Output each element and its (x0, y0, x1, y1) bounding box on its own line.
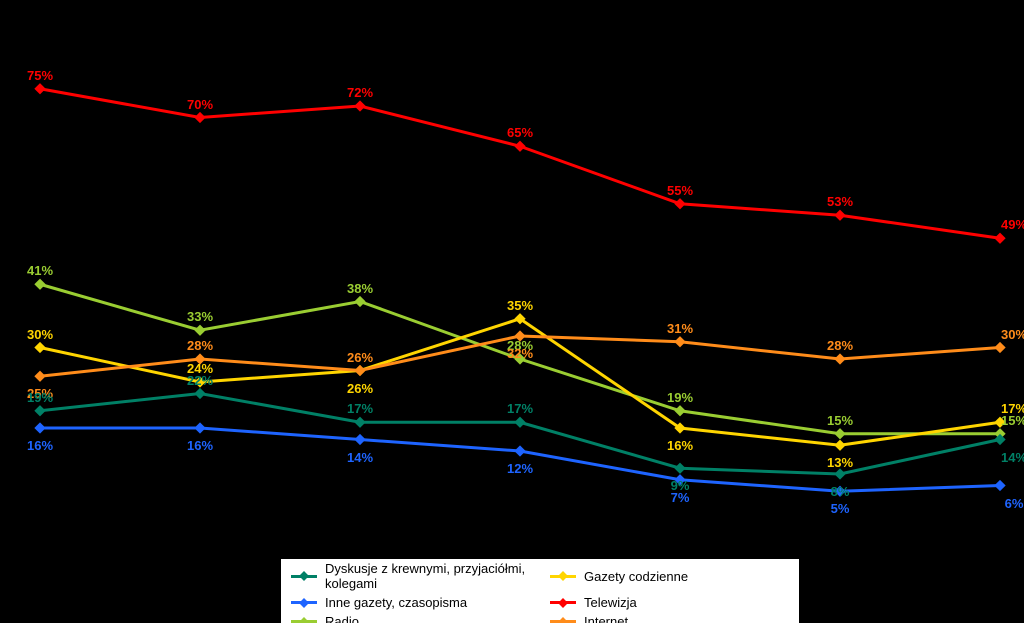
marker (34, 342, 45, 353)
legend-item-telewizja: Telewizja (540, 593, 799, 612)
marker (834, 468, 845, 479)
marker (354, 365, 365, 376)
marker (514, 141, 525, 152)
marker (514, 330, 525, 341)
marker (514, 445, 525, 456)
series-telewizja (40, 89, 1000, 239)
marker (34, 83, 45, 94)
legend-item-radio: Radio (281, 612, 540, 623)
marker (994, 417, 1005, 428)
legend-swatch (550, 601, 576, 604)
marker (994, 233, 1005, 244)
series-inne_gazety (40, 428, 1000, 491)
marker (34, 422, 45, 433)
legend-item-gazety_codzienne: Gazety codzienne (540, 559, 799, 593)
legend-label: Inne gazety, czasopisma (325, 595, 467, 610)
legend-label: Radio (325, 614, 359, 623)
marker (514, 353, 525, 364)
legend-swatch (291, 601, 317, 604)
legend: Dyskusje z krewnymi, przyjaciółmi, koleg… (280, 558, 800, 623)
marker (674, 474, 685, 485)
marker (674, 336, 685, 347)
marker (834, 440, 845, 451)
legend-label: Internet (584, 614, 628, 623)
marker (194, 353, 205, 364)
marker (994, 434, 1005, 445)
line-chart: 75%70%72%65%55%53%49%41%33%38%28%19%15%1… (0, 0, 1024, 623)
marker (194, 325, 205, 336)
marker (834, 353, 845, 364)
legend-label: Dyskusje z krewnymi, przyjaciółmi, koleg… (325, 561, 530, 591)
marker (194, 422, 205, 433)
marker (354, 417, 365, 428)
marker (354, 296, 365, 307)
legend-label: Gazety codzienne (584, 569, 688, 584)
legend-item-dyskusje: Dyskusje z krewnymi, przyjaciółmi, koleg… (281, 559, 540, 593)
marker (994, 480, 1005, 491)
marker (194, 112, 205, 123)
marker (354, 100, 365, 111)
marker (834, 486, 845, 497)
marker (994, 342, 1005, 353)
marker (834, 428, 845, 439)
marker (194, 376, 205, 387)
marker (674, 405, 685, 416)
marker (674, 463, 685, 474)
marker (674, 198, 685, 209)
marker (34, 279, 45, 290)
legend-item-inne_gazety: Inne gazety, czasopisma (281, 593, 540, 612)
legend-swatch (550, 575, 576, 578)
legend-item-internet: Internet (540, 612, 799, 623)
marker (194, 388, 205, 399)
legend-label: Telewizja (584, 595, 637, 610)
marker (834, 210, 845, 221)
marker (34, 405, 45, 416)
marker (34, 371, 45, 382)
legend-swatch (291, 575, 317, 578)
chart-svg (0, 0, 1024, 623)
marker (354, 434, 365, 445)
marker (514, 417, 525, 428)
